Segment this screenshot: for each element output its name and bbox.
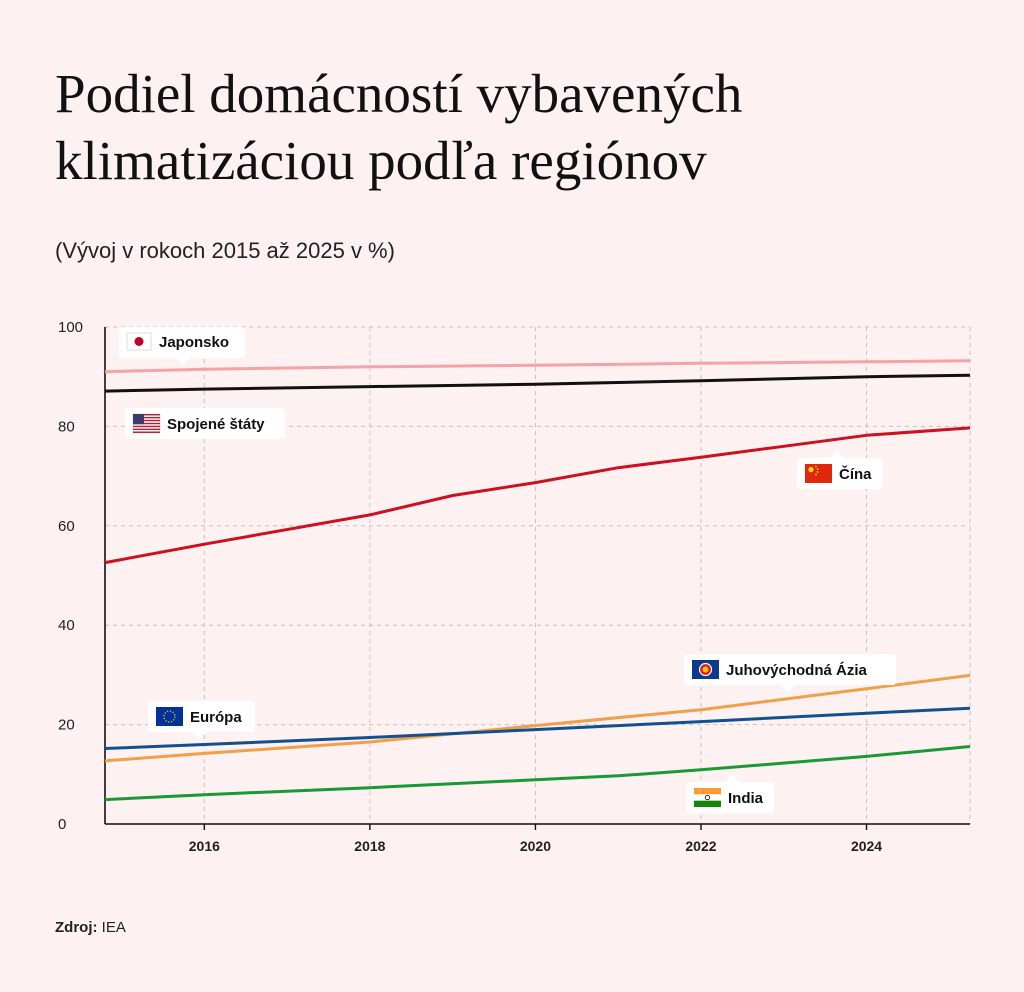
y-tick-label: 40 <box>58 617 75 634</box>
y-tick-labels: 0 20 40 60 80 100 <box>58 319 83 833</box>
india-flag-icon <box>694 788 721 807</box>
japan-flag-icon <box>126 332 152 351</box>
series-label-text: India <box>728 790 764 807</box>
china-flag-icon <box>805 464 832 483</box>
y-tick-label: 60 <box>58 518 75 535</box>
chart-title: Podiel domácností vybavených klimatizáci… <box>55 63 743 191</box>
chart-subtitle: (Vývoj v rokoch 2015 až 2025 v %) <box>55 238 395 263</box>
series-label-text: Čína <box>839 465 872 483</box>
y-tick-label: 80 <box>58 418 75 435</box>
axes <box>104 327 970 825</box>
us-flag-icon <box>132 413 161 434</box>
series-line-čína <box>104 426 971 565</box>
series-label-southeast-asia: Juhovýchodná Ázia <box>684 654 896 693</box>
series-line-spojené-štáty <box>104 373 971 393</box>
series-label-india: India <box>686 774 774 813</box>
x-tick-label: 2018 <box>354 838 385 854</box>
y-tick-label: 100 <box>58 319 83 336</box>
series-label-text: Spojené štáty <box>167 416 265 433</box>
series-label-text: Európa <box>190 709 242 726</box>
eu-flag-icon <box>156 707 183 726</box>
x-tick-label: 2022 <box>685 838 716 854</box>
series-label-japan: Japonsko <box>119 327 245 366</box>
series-label-text: Juhovýchodná Ázia <box>726 662 868 679</box>
y-tick-label: 0 <box>58 816 66 833</box>
grid <box>105 326 971 830</box>
x-tick-labels: 2016 2018 2020 2022 2024 <box>189 838 883 854</box>
series-label-china: Čína <box>797 450 883 489</box>
x-tick-label: 2024 <box>851 838 882 854</box>
series-label-europe: Európa <box>148 701 255 740</box>
series-line-juhovýchodná-ázia <box>104 673 971 763</box>
x-tick-label: 2016 <box>189 838 220 854</box>
series-line-európa <box>104 706 971 750</box>
x-tick-label: 2020 <box>520 838 551 854</box>
series-line-japonsko <box>104 359 971 374</box>
series-line-india <box>104 745 971 802</box>
source-label: Zdroj: <box>55 919 98 936</box>
source-value: IEA <box>101 919 126 936</box>
series-lines <box>104 359 971 802</box>
source-note: Zdroj: IEA <box>55 919 126 936</box>
y-tick-label: 20 <box>58 717 75 734</box>
series-labels: Japonsko Spojené štáty <box>119 327 896 813</box>
asean-flag-icon <box>692 660 719 679</box>
series-label-us: Spojené štáty <box>125 408 285 439</box>
series-label-text: Japonsko <box>159 334 229 351</box>
